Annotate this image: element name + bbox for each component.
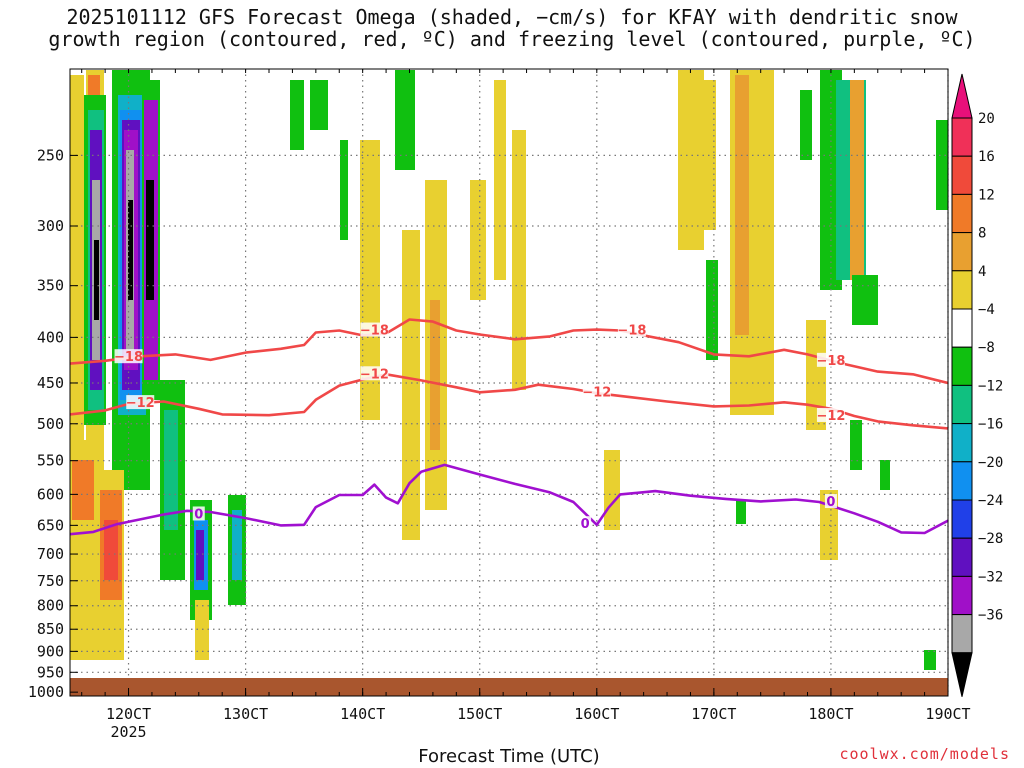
colorbar-bin <box>951 461 973 501</box>
contour-label-bg <box>192 506 205 521</box>
y-tick-label: 500 <box>37 415 64 433</box>
colorbar-bin <box>951 423 973 463</box>
y-tick-label: 850 <box>37 620 64 638</box>
contour-label: 0 <box>826 495 835 510</box>
colorbar-label: 20 <box>978 111 995 127</box>
omega-shading <box>70 70 948 670</box>
contour-label-bg <box>114 349 143 364</box>
contour-label: −18 <box>816 354 845 369</box>
colorbar-bin <box>951 614 973 654</box>
contour-label-bg <box>582 384 611 399</box>
colorbar-label: −4 <box>978 302 995 318</box>
chart-title: 2025101112 GFS Forecast Omega (shaded, −… <box>0 6 1024 50</box>
colorbar-bin <box>951 155 973 195</box>
dgz-minus12-contour <box>70 373 948 430</box>
y-axis: 250 300 350 400 450 500 550 600 650 700 750 800 850 9… <box>28 146 78 701</box>
y-tick-label: 700 <box>37 545 64 563</box>
dgz-minus18-contour <box>70 318 948 385</box>
y-tick-label: 1000 <box>28 683 64 701</box>
colorbar-label: −8 <box>978 340 995 356</box>
colorbar-label: 8 <box>978 226 986 242</box>
colorbar-bin <box>951 232 973 272</box>
x-tick-label: 190CT <box>925 705 970 723</box>
contour-label-bg <box>579 516 592 531</box>
contour-label-layer: −18 −18 −18 −18 −12 −12 −12 −12 0 0 0 <box>114 322 845 532</box>
colorbar-bottom-arrow <box>951 652 973 697</box>
x-tick-sublabel: 2025 <box>110 723 146 741</box>
y-tick-label: 250 <box>37 146 64 164</box>
colorbar-bin <box>951 537 973 577</box>
contour-label-bg <box>617 322 646 337</box>
x-axis-label: Forecast Time (UTC) <box>418 746 600 767</box>
contour-label-bg <box>126 395 155 410</box>
colorbar-label: −28 <box>978 531 1003 547</box>
contour-label: −18 <box>360 324 389 339</box>
colorbar-bin <box>951 193 973 234</box>
colorbar-bin <box>951 575 973 616</box>
x-tick-label: 130CT <box>223 705 268 723</box>
site-credit: coolwx.com/models <box>839 745 1010 763</box>
y-tick-label: 400 <box>37 328 64 346</box>
x-tick-label: 120CT <box>106 705 151 723</box>
colorbar-label: 12 <box>978 187 995 203</box>
x-tick-label: 140CT <box>340 705 385 723</box>
x-tick-label: 160CT <box>574 705 619 723</box>
contour-label-bg <box>816 407 845 422</box>
colorbar-bin <box>951 346 973 386</box>
contour-label-bg <box>360 322 389 337</box>
y-tick-label: 600 <box>37 485 64 503</box>
colorbar-bin <box>951 308 973 348</box>
y-tick-label: 750 <box>37 572 64 590</box>
terrain-ground <box>70 678 948 696</box>
contour-label-bg <box>816 352 845 367</box>
colorbar-bin <box>951 117 973 157</box>
contour-label: 0 <box>194 507 203 522</box>
x-tick-label: 170CT <box>691 705 736 723</box>
freezing-level-contour <box>70 463 948 536</box>
colorbar-label: 16 <box>978 149 995 165</box>
contour-label: −12 <box>360 367 389 382</box>
colorbar-label: −36 <box>978 608 1003 624</box>
y-tick-label: 350 <box>37 277 64 295</box>
colorbar-label: −24 <box>978 493 1003 509</box>
title-line-1: 2025101112 GFS Forecast Omega (shaded, −… <box>66 5 958 29</box>
contour-label: −12 <box>582 385 611 400</box>
colorbar-label: 4 <box>978 264 986 280</box>
title-line-2: growth region (contoured, red, ºC) and f… <box>48 27 976 51</box>
x-tick-label: 180CT <box>808 705 853 723</box>
y-tick-label: 450 <box>37 374 64 392</box>
y-tick-label: 900 <box>37 642 64 660</box>
colorbar-bin <box>951 384 973 425</box>
y-tick-label: 650 <box>37 516 64 534</box>
colorbar-label: −20 <box>978 455 1003 471</box>
colorbar: 20 16 12 8 4 −4 −8 −12 −16 −20 −24 −28 −32 −36 <box>951 73 1003 697</box>
colorbar-top-arrow <box>951 73 973 119</box>
colorbar-label: −16 <box>978 417 1003 433</box>
colorbar-bin <box>951 270 973 310</box>
y-tick-label: 550 <box>37 452 64 470</box>
colorbar-bin <box>951 499 973 539</box>
contour-label: 0 <box>581 517 590 532</box>
contour-label: −18 <box>114 350 143 365</box>
colorbar-label: −32 <box>978 569 1003 585</box>
contour-label: −18 <box>617 324 646 339</box>
contour-label: −12 <box>126 396 155 411</box>
y-tick-label: 950 <box>37 663 64 681</box>
contour-layer <box>70 318 948 536</box>
colorbar-label: −12 <box>978 378 1003 394</box>
y-tick-label: 300 <box>37 217 64 235</box>
x-tick-label: 150CT <box>457 705 502 723</box>
contour-label-bg <box>824 494 837 509</box>
contour-label-bg <box>360 366 389 381</box>
contour-label: −12 <box>816 409 845 424</box>
y-tick-label: 800 <box>37 597 64 615</box>
